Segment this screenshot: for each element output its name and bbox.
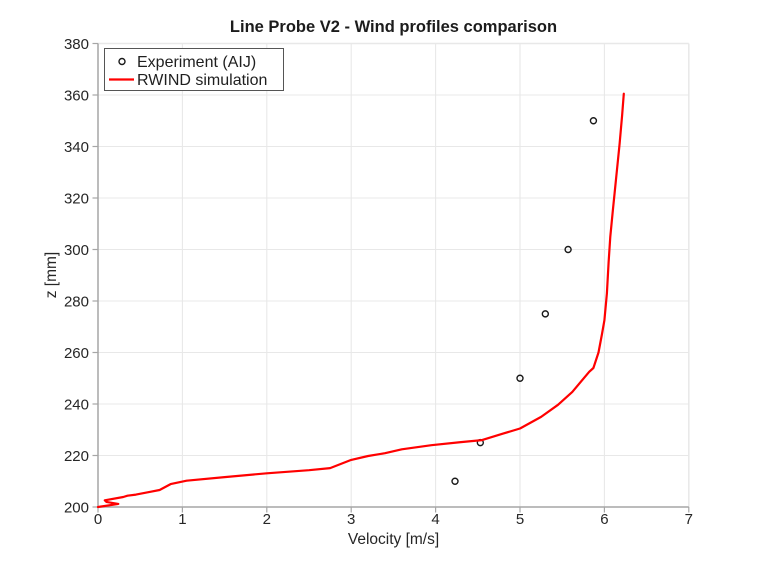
y-tick-label: 220 [64,448,89,465]
experiment-marker [451,477,459,485]
y-tick-label: 340 [64,139,89,156]
y-tick-label: 380 [64,36,89,53]
x-tick-label: 0 [94,511,102,528]
chart-title: Line Probe V2 - Wind profiles comparison [229,18,558,36]
legend-open-circle-icon [118,57,126,66]
experiment-marker [564,245,572,254]
x-tick-label: 5 [516,511,524,528]
x-tick-label: 7 [685,511,693,528]
y-axis-label: z [mm] [43,251,60,299]
legend-label: RWIND simulation [137,72,267,89]
x-tick-label: 4 [431,511,439,528]
y-tick-label: 300 [64,242,89,259]
x-axis-label: Velocity [m/s] [347,531,440,548]
y-tick-label: 240 [64,396,89,413]
x-tick-label: 3 [347,511,355,528]
y-tick-label: 200 [64,499,89,516]
y-tick-label: 260 [64,345,89,362]
x-tick-label: 1 [178,511,186,528]
x-tick-label: 2 [263,511,271,528]
experiment-marker [516,374,524,382]
y-tick-label: 320 [64,190,89,207]
experiment-marker [589,117,598,125]
legend-box [104,48,284,91]
y-tick-label: 280 [64,293,89,310]
x-tick-label: 6 [600,511,608,528]
simulation-line [96,92,625,509]
legend: Experiment (AIJ)RWIND simulation [104,48,284,91]
legend-label: Experiment (AIJ) [137,54,256,71]
y-tick-label: 360 [64,87,89,104]
experiment-marker [541,310,550,318]
